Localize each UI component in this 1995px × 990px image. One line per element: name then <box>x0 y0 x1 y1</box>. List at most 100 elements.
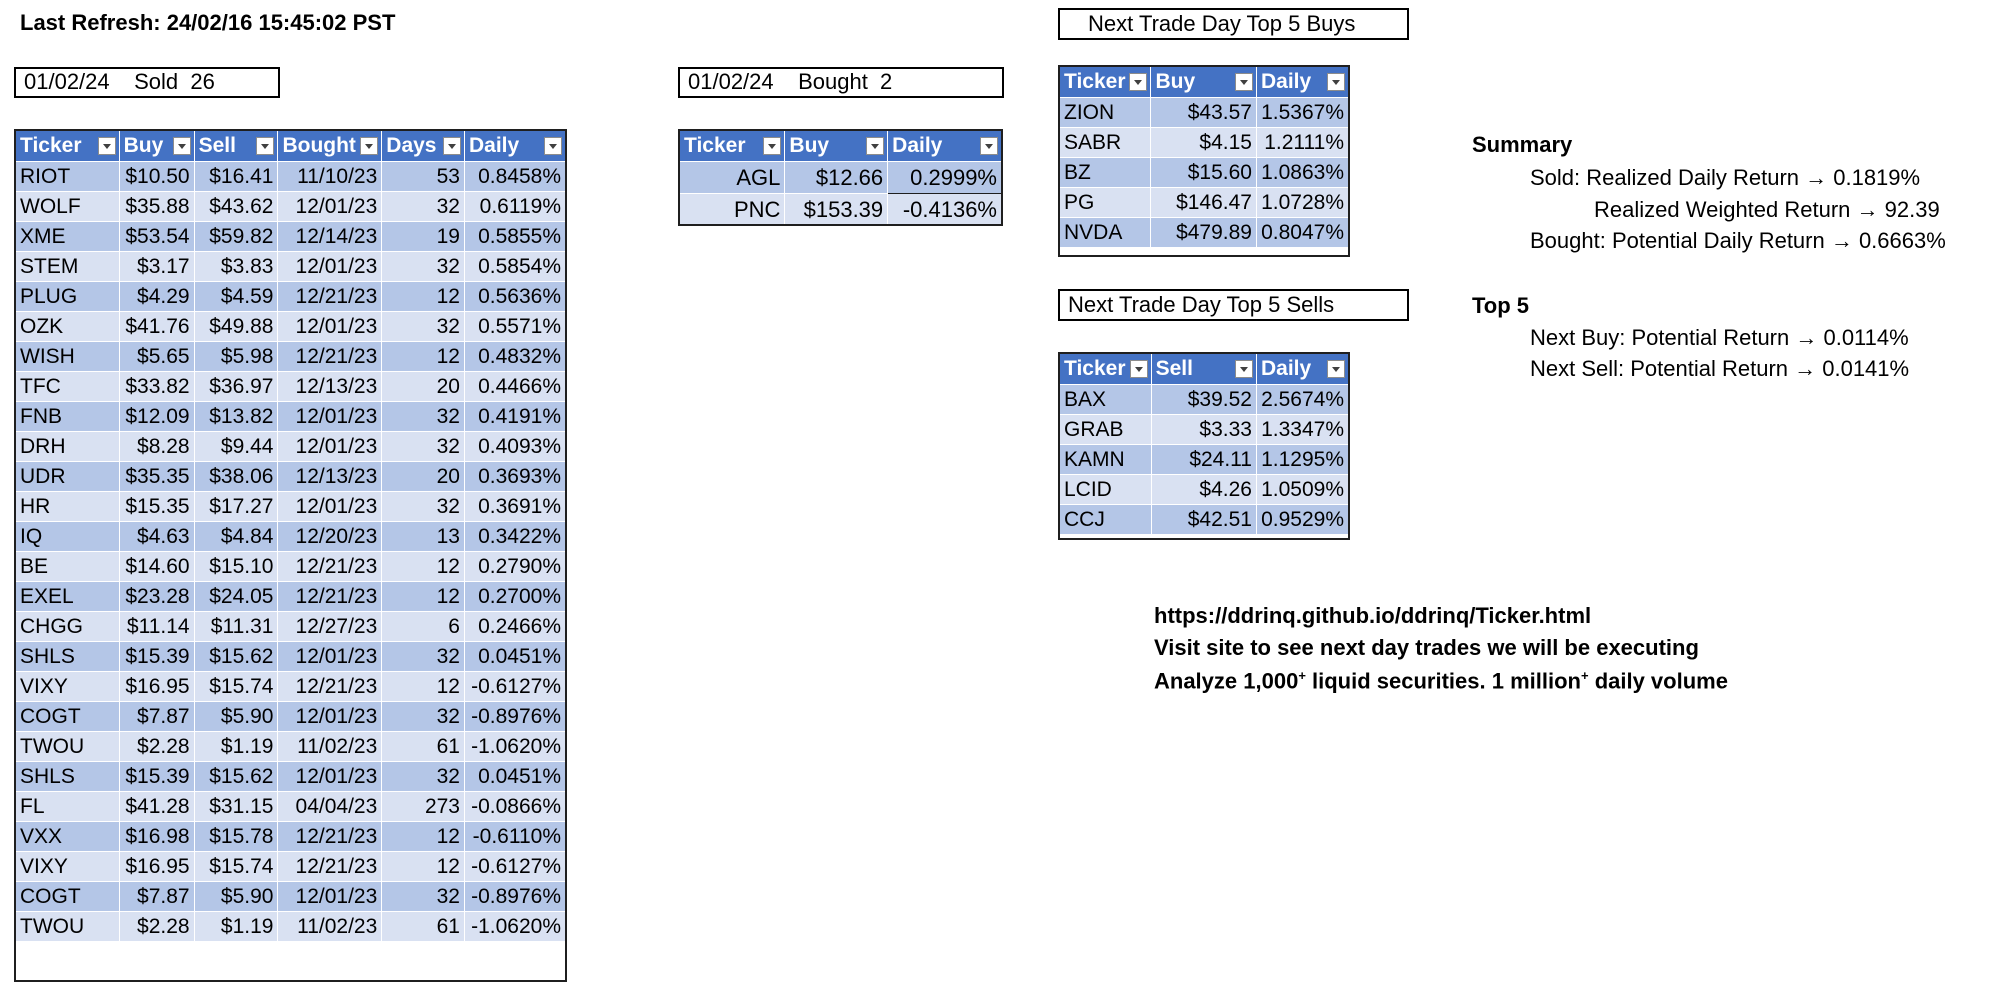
filter-dropdown-icon[interactable] <box>1327 73 1345 91</box>
filter-dropdown-icon[interactable] <box>442 137 461 155</box>
sold-table-cell[interactable]: $5.90 <box>193 881 279 912</box>
top-buys-cell[interactable]: $4.15 <box>1150 127 1257 158</box>
filter-dropdown-icon[interactable] <box>1234 73 1253 91</box>
sold-table-cell[interactable]: 32 <box>381 431 465 462</box>
sold-table-cell[interactable]: 32 <box>381 761 465 792</box>
top-sells-cell[interactable]: KAMN <box>1059 444 1152 475</box>
bought-table-cell[interactable]: -0.4136% <box>887 193 1002 226</box>
filter-dropdown-icon[interactable] <box>172 137 191 155</box>
sold-table-cell[interactable]: $16.41 <box>193 161 279 192</box>
top-sells-header-sell[interactable]: Sell <box>1150 353 1257 385</box>
sold-table-cell[interactable]: TWOU <box>15 911 120 942</box>
sold-table-cell[interactable]: 0.5571% <box>463 311 567 342</box>
sold-table-cell[interactable]: SHLS <box>15 761 120 792</box>
filter-dropdown-icon[interactable] <box>1327 360 1345 378</box>
sold-table-cell[interactable]: $4.84 <box>193 521 279 552</box>
sold-table-cell[interactable]: 0.2466% <box>463 611 567 642</box>
sold-table-cell[interactable]: $49.88 <box>193 311 279 342</box>
sold-table-cell[interactable]: 12/21/23 <box>277 671 383 702</box>
sold-table-cell[interactable]: 11/02/23 <box>277 911 383 942</box>
sold-table-cell[interactable]: STEM <box>15 251 120 282</box>
sold-table-header-daily[interactable]: Daily <box>463 130 567 162</box>
sold-table-cell[interactable]: VIXY <box>15 671 120 702</box>
filter-dropdown-icon[interactable] <box>544 137 562 155</box>
top-sells-cell[interactable]: 1.3347% <box>1255 414 1350 445</box>
sold-table-cell[interactable]: $59.82 <box>193 221 279 252</box>
sold-table-cell[interactable]: VXX <box>15 821 120 852</box>
filter-dropdown-icon[interactable] <box>1129 360 1148 378</box>
sold-table-cell[interactable]: 0.2700% <box>463 581 567 612</box>
sold-table-cell[interactable]: FNB <box>15 401 120 432</box>
top-buys-cell[interactable]: ZION <box>1058 97 1152 128</box>
sold-table-cell[interactable]: 12 <box>381 281 465 312</box>
top-buys-header-ticker[interactable]: Ticker <box>1058 66 1152 98</box>
filter-dropdown-icon[interactable] <box>980 137 998 155</box>
top-buys-cell[interactable]: $146.47 <box>1150 187 1257 218</box>
sold-table-cell[interactable]: 273 <box>381 791 465 822</box>
sold-table-cell[interactable]: 32 <box>381 701 465 732</box>
sold-table-cell[interactable]: $16.95 <box>118 671 195 702</box>
sold-table-cell[interactable]: $2.28 <box>118 911 195 942</box>
sold-table-cell[interactable]: 12/20/23 <box>277 521 383 552</box>
sold-table-cell[interactable]: 12/13/23 <box>277 461 383 492</box>
sold-table-cell[interactable]: 0.3691% <box>463 491 567 522</box>
sold-table-cell[interactable]: 20 <box>381 371 465 402</box>
sold-table-cell[interactable]: $15.39 <box>118 641 195 672</box>
top-buys-cell[interactable]: 1.0728% <box>1255 187 1350 218</box>
top-sells-cell[interactable]: 2.5674% <box>1255 384 1350 415</box>
filter-dropdown-icon[interactable] <box>1234 360 1253 378</box>
sold-table-cell[interactable]: EXEL <box>15 581 120 612</box>
sold-table-cell[interactable]: $14.60 <box>118 551 195 582</box>
top-sells-cell[interactable]: BAX <box>1059 384 1152 415</box>
sold-table-cell[interactable]: 0.0451% <box>463 641 567 672</box>
sold-table-cell[interactable]: 12/21/23 <box>277 581 383 612</box>
sold-table-cell[interactable]: 11/02/23 <box>277 731 383 762</box>
sold-table-cell[interactable]: VIXY <box>15 851 120 882</box>
top-buys-cell[interactable]: NVDA <box>1058 217 1152 248</box>
sold-table-cell[interactable]: $33.82 <box>118 371 195 402</box>
top-buys-header-buy[interactable]: Buy <box>1150 66 1257 98</box>
sold-table-cell[interactable]: DRH <box>15 431 120 462</box>
bought-table-cell[interactable]: PNC <box>678 193 786 226</box>
sold-table-cell[interactable]: OZK <box>15 311 120 342</box>
sold-table-cell[interactable]: $15.35 <box>118 491 195 522</box>
bought-table-header-ticker[interactable]: Ticker <box>678 130 786 162</box>
sold-table-cell[interactable]: $15.78 <box>193 821 279 852</box>
sold-table-cell[interactable]: 12/01/23 <box>277 401 383 432</box>
sold-table-cell[interactable]: $35.88 <box>118 191 195 222</box>
sold-table-cell[interactable]: 0.5854% <box>463 251 567 282</box>
sold-table-cell[interactable]: 32 <box>381 251 465 282</box>
sold-table-cell[interactable]: $11.31 <box>193 611 279 642</box>
sold-table-cell[interactable]: $15.10 <box>193 551 279 582</box>
filter-dropdown-icon[interactable] <box>1129 73 1148 91</box>
sold-table-cell[interactable]: $24.05 <box>193 581 279 612</box>
sold-table-cell[interactable]: CHGG <box>15 611 120 642</box>
top-buys-cell[interactable]: 1.2111% <box>1255 127 1350 158</box>
sold-table-cell[interactable]: $9.44 <box>193 431 279 462</box>
sold-table-cell[interactable]: $41.28 <box>118 791 195 822</box>
sold-table-cell[interactable]: $4.29 <box>118 281 195 312</box>
sold-table-cell[interactable]: 0.2790% <box>463 551 567 582</box>
sold-table-cell[interactable]: $2.28 <box>118 731 195 762</box>
sold-table-cell[interactable]: COGT <box>15 701 120 732</box>
sold-table-cell[interactable]: 0.6119% <box>463 191 567 222</box>
sold-table-cell[interactable]: $5.65 <box>118 341 195 372</box>
top-buys-cell[interactable]: BZ <box>1058 157 1152 188</box>
sold-table-cell[interactable]: 0.5636% <box>463 281 567 312</box>
sold-table-cell[interactable]: 0.3693% <box>463 461 567 492</box>
top-sells-cell[interactable]: 1.0509% <box>1255 474 1350 505</box>
sold-table-cell[interactable]: $4.63 <box>118 521 195 552</box>
sold-table-cell[interactable]: 12 <box>381 821 465 852</box>
sold-table-cell[interactable]: 11/10/23 <box>277 161 383 192</box>
sold-table-cell[interactable]: $41.76 <box>118 311 195 342</box>
sold-table-cell[interactable]: $7.87 <box>118 881 195 912</box>
sold-table-cell[interactable]: 0.3422% <box>463 521 567 552</box>
sold-table-header-ticker[interactable]: Ticker <box>15 130 120 162</box>
sold-table-cell[interactable]: 12/14/23 <box>277 221 383 252</box>
sold-table-header-buy[interactable]: Buy <box>118 130 195 162</box>
sold-table-cell[interactable]: 32 <box>381 881 465 912</box>
sold-table-header-days[interactable]: Days <box>381 130 465 162</box>
sold-table-cell[interactable]: $3.83 <box>193 251 279 282</box>
sold-table-cell[interactable]: $43.62 <box>193 191 279 222</box>
sold-table-cell[interactable]: RIOT <box>15 161 120 192</box>
